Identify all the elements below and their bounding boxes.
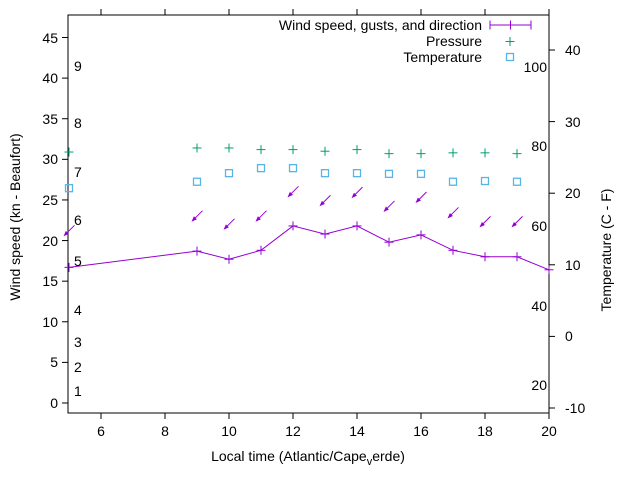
y-right-tick-label: 30 [565, 113, 581, 130]
beaufort-label: 7 [74, 163, 82, 180]
x-tick-label: 6 [97, 423, 105, 439]
gust-direction-arrowhead [351, 192, 357, 199]
gust-direction-arrowhead [511, 221, 517, 228]
beaufort-label: 8 [74, 114, 82, 131]
gust-direction-arrowhead [223, 224, 229, 230]
beaufort-label: 1 [74, 382, 82, 399]
y-right-tick-label: 10 [565, 256, 581, 273]
temperature-point [352, 169, 362, 178]
temperature-point [512, 177, 522, 186]
x-tick-label: 16 [413, 423, 429, 439]
beaufort-label: 5 [74, 252, 82, 269]
y-left-tick-label: 5 [50, 354, 58, 371]
x-tick-label: 12 [285, 423, 301, 439]
y-left-tick-label: 10 [42, 313, 58, 330]
gust-direction-arrowhead [479, 221, 485, 228]
x-axis-title: Local time (Atlantic/Capeverde) [158, 447, 458, 471]
x-axis-title-suffix: erde) [372, 448, 405, 464]
beaufort-label: 6 [74, 212, 82, 229]
x-axis-title-prefix: Local time (Atlantic/Cape [211, 448, 367, 464]
y-right-tick-label: -10 [565, 400, 586, 416]
fahrenheit-label: 100 [523, 58, 547, 75]
temperature-point [384, 169, 394, 179]
fahrenheit-label: 20 [531, 377, 547, 394]
y-left-tick-label: 25 [42, 191, 58, 208]
beaufort-label: 3 [74, 334, 82, 351]
plot-border [67, 14, 550, 414]
y-left-tick-label: 40 [42, 70, 58, 87]
beaufort-label: 2 [74, 358, 82, 375]
temperature-point [288, 163, 298, 173]
gust-direction-arrowhead [415, 197, 421, 204]
temperature-point [224, 169, 234, 178]
beaufort-label: 9 [74, 57, 82, 74]
y-left-tick-label: 45 [42, 29, 58, 46]
legend-temperature-sample [505, 52, 515, 62]
gust-direction-arrowhead [255, 216, 261, 222]
gust-direction-arrowhead [447, 213, 453, 219]
gust-direction-arrowhead [383, 206, 389, 212]
x-tick-label: 20 [541, 423, 557, 439]
y-left-tick-label: 15 [42, 273, 58, 290]
y-left-tick-label: 20 [42, 232, 58, 249]
x-tick-label: 14 [349, 423, 365, 439]
x-axis-title-subscript: v [366, 456, 373, 468]
legend-label-pressure: Pressure [425, 33, 482, 49]
gust-direction-arrowhead [63, 230, 69, 237]
temperature-point [480, 176, 490, 186]
fahrenheit-label: 40 [531, 297, 547, 314]
temperature-point [256, 163, 266, 173]
fahrenheit-label: 60 [531, 218, 547, 235]
x-tick-label: 18 [477, 423, 493, 439]
y-right-tick-label: 40 [565, 42, 581, 58]
legend-label-temperature: Temperature [403, 49, 482, 65]
y-left-tick-label: 35 [42, 110, 58, 127]
temperature-point [320, 169, 330, 178]
y-right-tick-label: 20 [565, 185, 581, 202]
legend-label-wind: Wind speed, gusts, and direction [278, 17, 482, 33]
temperature-point [416, 169, 426, 179]
x-tick-label: 8 [161, 423, 169, 439]
y-axis-title-right: Temperature (C - F) [598, 188, 614, 312]
wind-speed-line [68, 225, 550, 271]
gust-direction-arrowhead [191, 216, 197, 222]
gust-direction-arrowhead [287, 191, 293, 198]
y-left-tick-label: 0 [50, 395, 58, 411]
beaufort-label: 4 [74, 301, 82, 318]
x-tick-label: 10 [221, 423, 237, 439]
gust-direction-arrowhead [319, 200, 325, 207]
y-right-tick-label: 0 [565, 328, 573, 345]
y-left-tick-label: 30 [42, 151, 58, 168]
temperature-point [448, 177, 458, 186]
temperature-point [64, 184, 74, 193]
temperature-point [192, 177, 202, 186]
fahrenheit-label: 80 [531, 138, 547, 155]
